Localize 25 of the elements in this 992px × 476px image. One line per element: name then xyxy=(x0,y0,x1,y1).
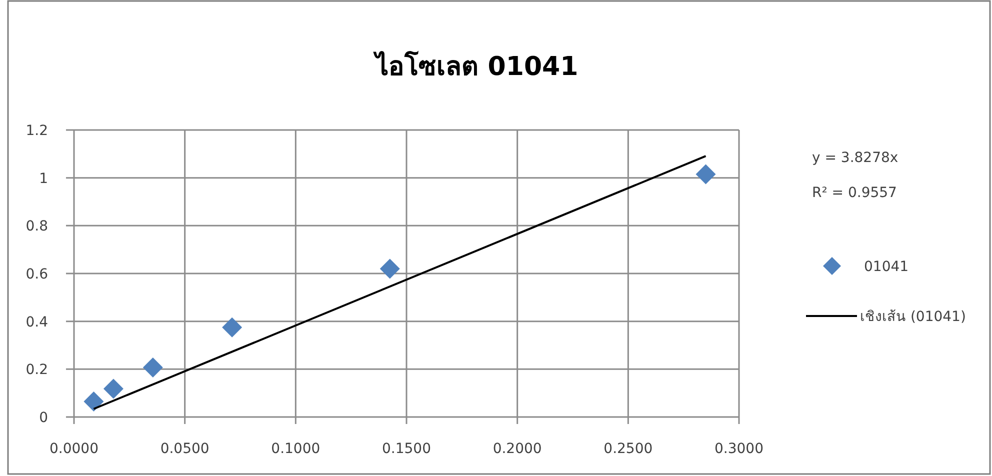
x-tick-label: 0.1000 xyxy=(271,441,320,457)
x-tick-label: 0.2500 xyxy=(604,441,653,457)
legend-label: เชิงเส้น (01041) xyxy=(860,309,966,325)
y-tick-label: 1.2 xyxy=(26,123,48,139)
point xyxy=(222,317,242,338)
x-tick-label: 0.2000 xyxy=(492,441,542,457)
point xyxy=(380,258,400,279)
y-tick-label: 0 xyxy=(39,410,48,426)
y-tick-label: 0.6 xyxy=(26,266,48,282)
chart-title: ไอโซเลต 01041 xyxy=(372,50,578,82)
x-tick-label: 0.0000 xyxy=(50,441,98,457)
y-tick-label: 0.8 xyxy=(26,218,48,235)
point xyxy=(696,164,716,184)
point xyxy=(142,357,163,378)
point xyxy=(84,391,104,412)
x-tick-label: 0.3000 xyxy=(714,441,764,457)
legend-label: 01041 xyxy=(864,259,909,275)
x-tick-label: 0.1500 xyxy=(382,441,431,457)
y-tick-label: 0.4 xyxy=(26,314,48,330)
text: y = 3.8278x xyxy=(812,150,898,166)
x-tick-label: 0.0500 xyxy=(160,441,210,457)
y-tick-label: 0.2 xyxy=(26,362,48,378)
y-tick-label: 1 xyxy=(39,170,48,187)
text: R² = 0.9557 xyxy=(812,185,897,201)
point xyxy=(103,378,124,399)
